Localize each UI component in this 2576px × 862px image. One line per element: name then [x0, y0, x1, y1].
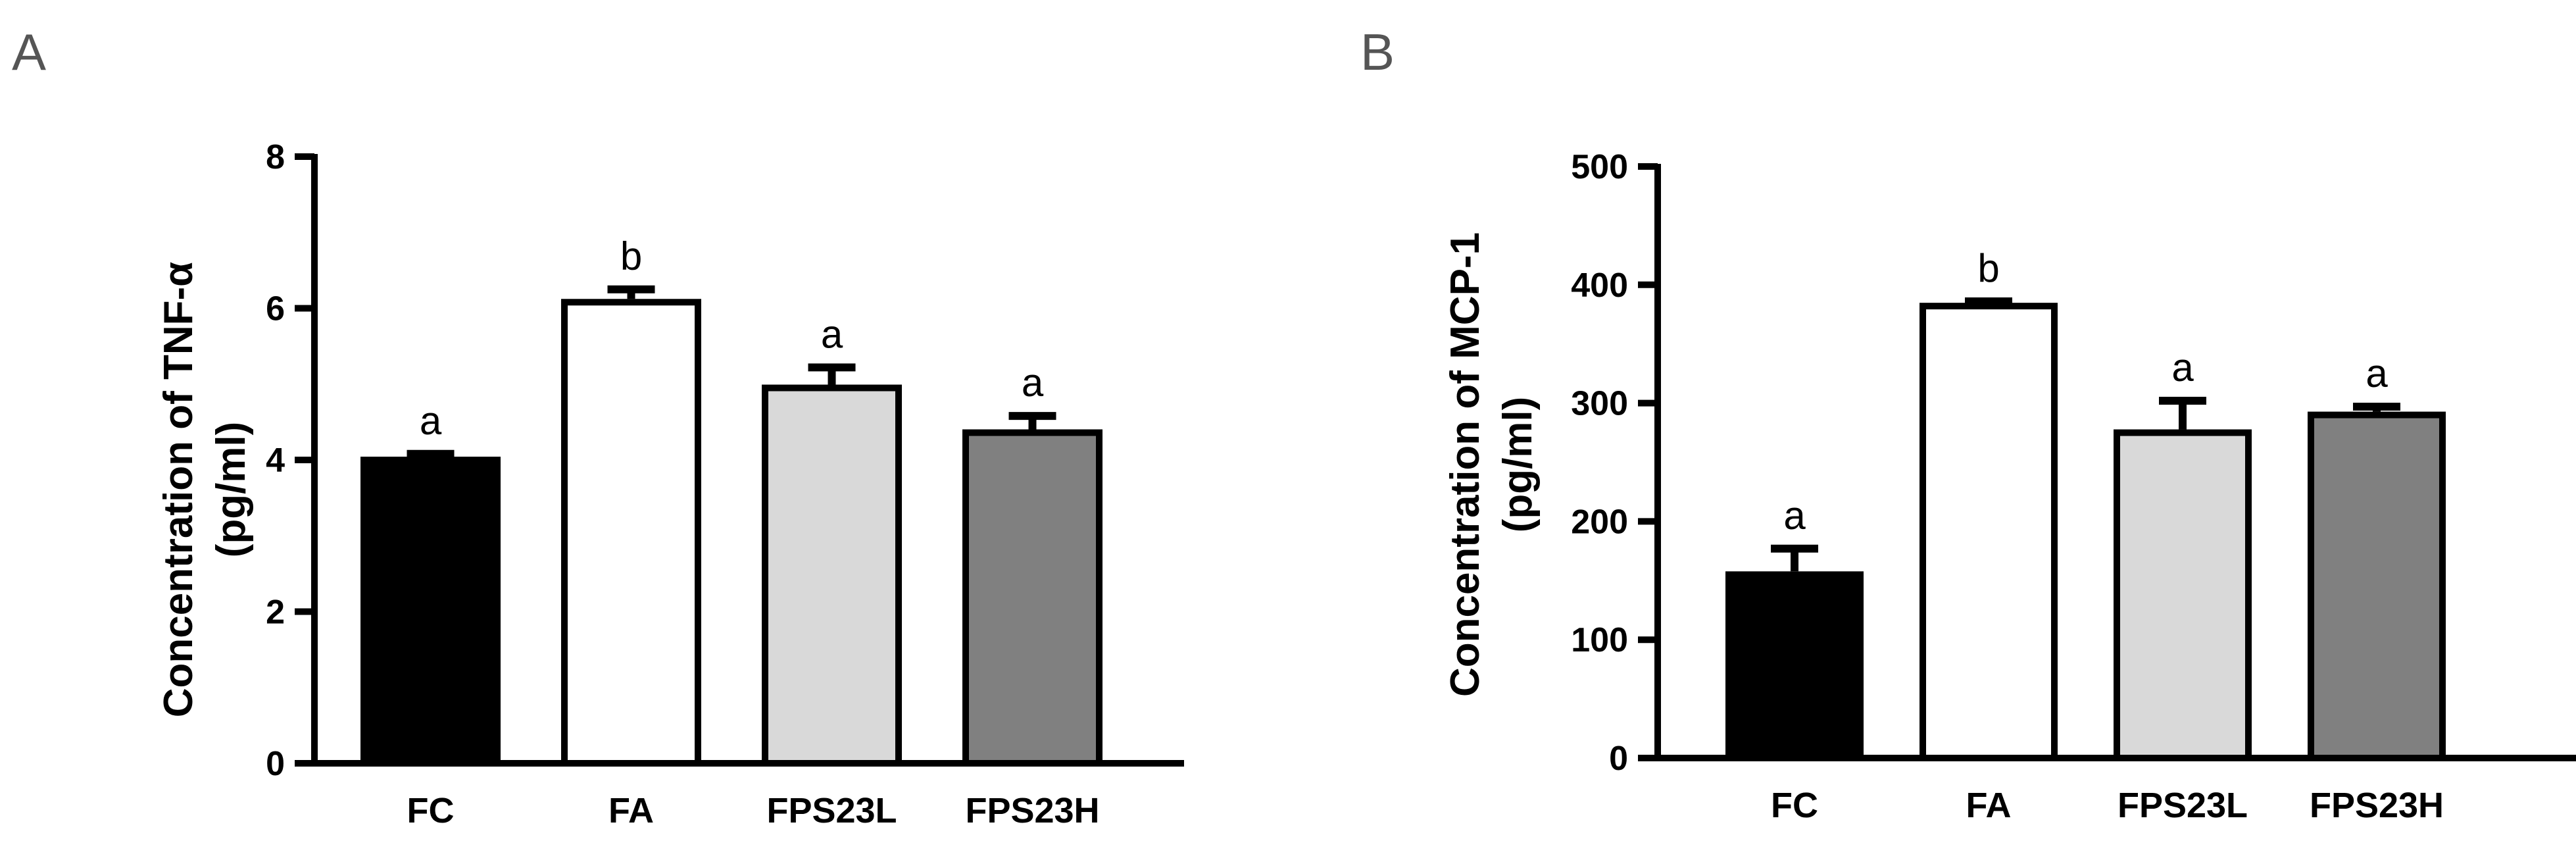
- category-label: FC: [1771, 786, 1818, 825]
- y-tick-label: 4: [266, 442, 285, 480]
- category-label: FPS23H: [965, 791, 1099, 830]
- category-label: FA: [608, 791, 654, 830]
- y-tick-label: 300: [1571, 385, 1628, 423]
- bar: [2114, 429, 2252, 761]
- significance-label: b: [1977, 246, 1999, 290]
- axes: [1638, 163, 2576, 761]
- panel-b: B Concentration of MCP-1 (pg/ml) a b a a 0 1…: [1360, 23, 2576, 825]
- panel-letter-a: A: [12, 23, 46, 81]
- y-axis-label-line1: Concentration of TNF-α: [156, 262, 201, 717]
- significance-label: a: [2365, 351, 2388, 395]
- x-tick-labels: FC FA FPS23L FPS23H: [407, 791, 1100, 830]
- y-tick-label: 200: [1571, 503, 1628, 541]
- error-bars: [1771, 297, 2400, 572]
- bar: [561, 299, 701, 767]
- category-label: FC: [407, 791, 455, 830]
- y-tick-label: 2: [266, 594, 285, 632]
- bar: [2308, 411, 2446, 761]
- bar: [1725, 571, 1864, 761]
- y-tick-labels: 0 100 200 300 400 500: [1571, 148, 1628, 778]
- y-tick-label: 6: [266, 290, 285, 328]
- x-tick-labels: FC FA FPS23L FPS23H: [1771, 786, 2444, 825]
- panel-letter-b: B: [1360, 23, 1395, 81]
- significance-labels: a b a a: [1783, 246, 2388, 538]
- y-axis-label-line1: Concentration of MCP-1: [1443, 232, 1488, 697]
- significance-label: a: [1783, 494, 1806, 538]
- y-tick-label: 400: [1571, 266, 1628, 305]
- category-label: FA: [1966, 786, 2011, 825]
- y-tick-label: 0: [266, 745, 285, 783]
- y-tick-label: 500: [1571, 148, 1628, 186]
- category-label: FPS23H: [2310, 786, 2444, 825]
- significance-label: a: [1022, 361, 1044, 405]
- bars: [360, 299, 1102, 767]
- y-axis-label-line2: (pg/ml): [1495, 397, 1541, 533]
- significance-labels: a b a a: [420, 234, 1044, 443]
- bar: [962, 429, 1102, 767]
- bar: [360, 457, 501, 767]
- error-bars: [407, 285, 1056, 458]
- significance-label: a: [821, 312, 843, 356]
- significance-label: a: [2171, 345, 2194, 390]
- axes: [295, 153, 1184, 767]
- bar: [1920, 303, 2058, 761]
- y-tick-label: 0: [1609, 740, 1628, 778]
- panel-a: A Concentration of TNF-α (pg/ml) a b a a 0 2…: [12, 23, 1184, 830]
- significance-label: b: [620, 234, 642, 278]
- y-tick-label: 8: [266, 138, 285, 176]
- category-label: FPS23L: [2118, 786, 2248, 825]
- bar: [762, 384, 902, 767]
- bars: [1725, 303, 2446, 761]
- significance-label: a: [420, 399, 442, 443]
- y-axis-label-line2: (pg/ml): [209, 422, 254, 558]
- y-tick-labels: 0 2 4 6 8: [266, 138, 285, 783]
- category-label: FPS23L: [766, 791, 897, 830]
- y-tick-label: 100: [1571, 621, 1628, 659]
